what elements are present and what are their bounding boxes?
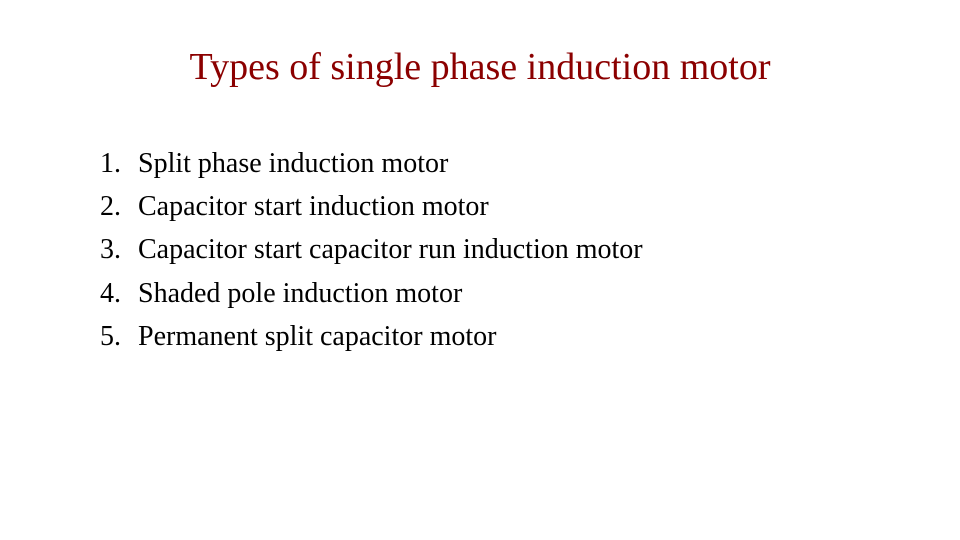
list-number: 3. [100,230,138,269]
list-container: 1. Split phase induction motor 2. Capaci… [70,144,890,356]
list-item: 4. Shaded pole induction motor [100,274,890,313]
list-number: 1. [100,144,138,183]
list-item: 3. Capacitor start capacitor run inducti… [100,230,890,269]
list-text: Capacitor start induction motor [138,187,890,226]
list-item: 2. Capacitor start induction motor [100,187,890,226]
list-number: 5. [100,317,138,356]
list-text: Split phase induction motor [138,144,890,183]
slide-title: Types of single phase induction motor [125,45,835,89]
list-item: 1. Split phase induction motor [100,144,890,183]
list-number: 4. [100,274,138,313]
list-item: 5. Permanent split capacitor motor [100,317,890,356]
list-text: Shaded pole induction motor [138,274,890,313]
slide-container: Types of single phase induction motor 1.… [0,0,960,540]
list-text: Capacitor start capacitor run induction … [138,230,890,269]
list-text: Permanent split capacitor motor [138,317,890,356]
list-number: 2. [100,187,138,226]
